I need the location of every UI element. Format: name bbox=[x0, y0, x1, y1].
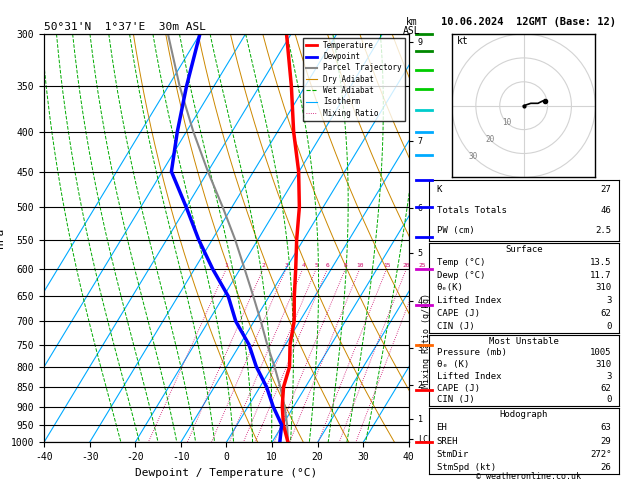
Text: CAPE (J): CAPE (J) bbox=[437, 383, 479, 393]
Legend: Temperature, Dewpoint, Parcel Trajectory, Dry Adiabat, Wet Adiabat, Isotherm, Mi: Temperature, Dewpoint, Parcel Trajectory… bbox=[303, 38, 405, 121]
Text: 2: 2 bbox=[262, 263, 265, 268]
Text: kt: kt bbox=[457, 35, 469, 46]
Text: Surface: Surface bbox=[505, 245, 543, 254]
Text: 8: 8 bbox=[344, 263, 348, 268]
Text: Temp (°C): Temp (°C) bbox=[437, 258, 485, 267]
Text: 5: 5 bbox=[314, 263, 318, 268]
Text: Dewp (°C): Dewp (°C) bbox=[437, 271, 485, 279]
Text: 26: 26 bbox=[601, 463, 611, 472]
Text: θₑ (K): θₑ (K) bbox=[437, 360, 469, 369]
Y-axis label: hPa: hPa bbox=[0, 228, 5, 248]
Text: 3: 3 bbox=[284, 263, 288, 268]
Text: PW (cm): PW (cm) bbox=[437, 226, 474, 235]
Text: Lifted Index: Lifted Index bbox=[437, 296, 501, 305]
Text: 10: 10 bbox=[502, 118, 511, 127]
Text: 10: 10 bbox=[357, 263, 364, 268]
Text: km: km bbox=[406, 17, 418, 27]
Text: 10.06.2024  12GMT (Base: 12): 10.06.2024 12GMT (Base: 12) bbox=[441, 17, 616, 27]
Text: θₑ(K): θₑ(K) bbox=[437, 283, 464, 293]
Text: 310: 310 bbox=[595, 360, 611, 369]
Text: 0: 0 bbox=[606, 322, 611, 331]
Text: 11.7: 11.7 bbox=[590, 271, 611, 279]
Text: CIN (J): CIN (J) bbox=[437, 322, 474, 331]
Text: Totals Totals: Totals Totals bbox=[437, 206, 506, 215]
Text: Most Unstable: Most Unstable bbox=[489, 337, 559, 346]
Text: CAPE (J): CAPE (J) bbox=[437, 309, 479, 318]
Text: 1: 1 bbox=[225, 263, 228, 268]
Text: StmSpd (kt): StmSpd (kt) bbox=[437, 463, 496, 472]
Text: 46: 46 bbox=[601, 206, 611, 215]
Text: 20: 20 bbox=[485, 135, 494, 144]
Text: 62: 62 bbox=[601, 309, 611, 318]
Text: K: K bbox=[437, 186, 442, 194]
Text: 15: 15 bbox=[383, 263, 391, 268]
Text: 310: 310 bbox=[595, 283, 611, 293]
Text: SREH: SREH bbox=[437, 436, 458, 446]
Text: 0: 0 bbox=[606, 396, 611, 404]
Text: 4: 4 bbox=[301, 263, 305, 268]
Text: Hodograph: Hodograph bbox=[500, 410, 548, 419]
Text: 6: 6 bbox=[326, 263, 330, 268]
Text: 25: 25 bbox=[418, 263, 426, 268]
Text: Pressure (mb): Pressure (mb) bbox=[437, 348, 506, 358]
Text: EH: EH bbox=[437, 423, 447, 433]
Text: © weatheronline.co.uk: © weatheronline.co.uk bbox=[476, 472, 581, 481]
Text: CIN (J): CIN (J) bbox=[437, 396, 474, 404]
Text: 272°: 272° bbox=[590, 450, 611, 459]
Text: 2.5: 2.5 bbox=[595, 226, 611, 235]
Text: Mixing Ratio (g/kg): Mixing Ratio (g/kg) bbox=[421, 293, 431, 388]
Text: 27: 27 bbox=[601, 186, 611, 194]
Text: StmDir: StmDir bbox=[437, 450, 469, 459]
Text: 29: 29 bbox=[601, 436, 611, 446]
Text: 50°31'N  1°37'E  30m ASL: 50°31'N 1°37'E 30m ASL bbox=[44, 22, 206, 32]
Text: 63: 63 bbox=[601, 423, 611, 433]
Text: 20: 20 bbox=[403, 263, 411, 268]
X-axis label: Dewpoint / Temperature (°C): Dewpoint / Temperature (°C) bbox=[135, 468, 318, 478]
Text: 13.5: 13.5 bbox=[590, 258, 611, 267]
Text: 30: 30 bbox=[469, 152, 477, 161]
Text: 1005: 1005 bbox=[590, 348, 611, 358]
Text: Lifted Index: Lifted Index bbox=[437, 372, 501, 381]
Text: 3: 3 bbox=[606, 372, 611, 381]
Text: 3: 3 bbox=[606, 296, 611, 305]
Text: 62: 62 bbox=[601, 383, 611, 393]
Text: ASL: ASL bbox=[403, 26, 421, 36]
